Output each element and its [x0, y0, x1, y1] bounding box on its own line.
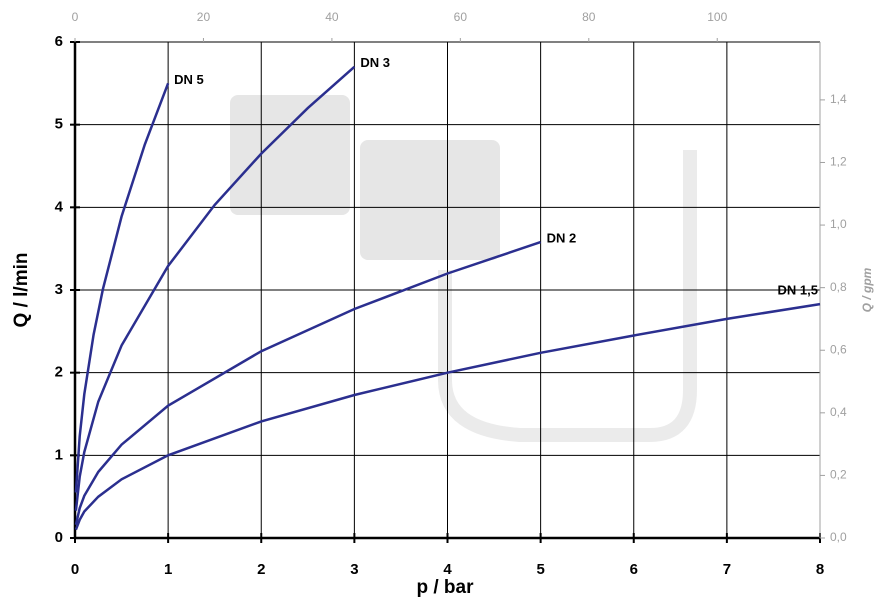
y2-tick-label: 1,2 [830, 155, 847, 169]
y2-tick-label: 0,8 [830, 280, 847, 294]
x-tick-label: 2 [257, 561, 265, 578]
y2-tick-label: 0,2 [830, 468, 847, 482]
x-tick-label: 7 [723, 561, 731, 578]
series-label: DN 2 [547, 230, 577, 245]
x2-tick-label: 80 [582, 10, 596, 24]
x2-tick-label: 0 [72, 10, 79, 24]
y-tick-label: 2 [55, 364, 63, 381]
series-label: DN 3 [360, 55, 390, 70]
series-label: DN 5 [174, 72, 204, 87]
x-tick-label: 1 [164, 561, 172, 578]
y-tick-label: 0 [55, 529, 63, 546]
y-tick-label: 1 [55, 446, 63, 463]
x2-tick-label: 60 [454, 10, 468, 24]
background-decoration [230, 95, 690, 435]
x-axis-label: p / bar [416, 577, 474, 598]
y-tick-label: 3 [55, 281, 63, 298]
x2-tick-label: 40 [325, 10, 339, 24]
x-tick-label: 6 [630, 561, 638, 578]
x-tick-label: 4 [443, 561, 452, 578]
y-tick-label: 6 [55, 33, 63, 50]
y-tick-label: 5 [55, 116, 63, 133]
x2-tick-label: 20 [197, 10, 211, 24]
y2-tick-label: 1,0 [830, 217, 847, 231]
chart: p / bar Q / l/min Q / gpm 01234567801234… [0, 0, 880, 600]
x2-tick-label: 100 [707, 10, 727, 24]
x-tick-label: 0 [71, 561, 79, 578]
y-axis-label: Q / l/min [11, 253, 32, 328]
series-label: DN 1,5 [778, 282, 818, 297]
y2-tick-label: 0,4 [830, 405, 847, 419]
series-line [76, 242, 541, 525]
x-tick-label: 8 [816, 561, 824, 578]
x-tick-label: 3 [350, 561, 358, 578]
x-tick-label: 5 [536, 561, 544, 578]
y2-tick-label: 0,0 [830, 530, 847, 544]
y2-tick-label: 0,6 [830, 342, 847, 356]
y2-axis-label: Q / gpm [860, 267, 874, 312]
y2-tick-label: 1,4 [830, 92, 847, 106]
y-tick-label: 4 [55, 198, 64, 215]
